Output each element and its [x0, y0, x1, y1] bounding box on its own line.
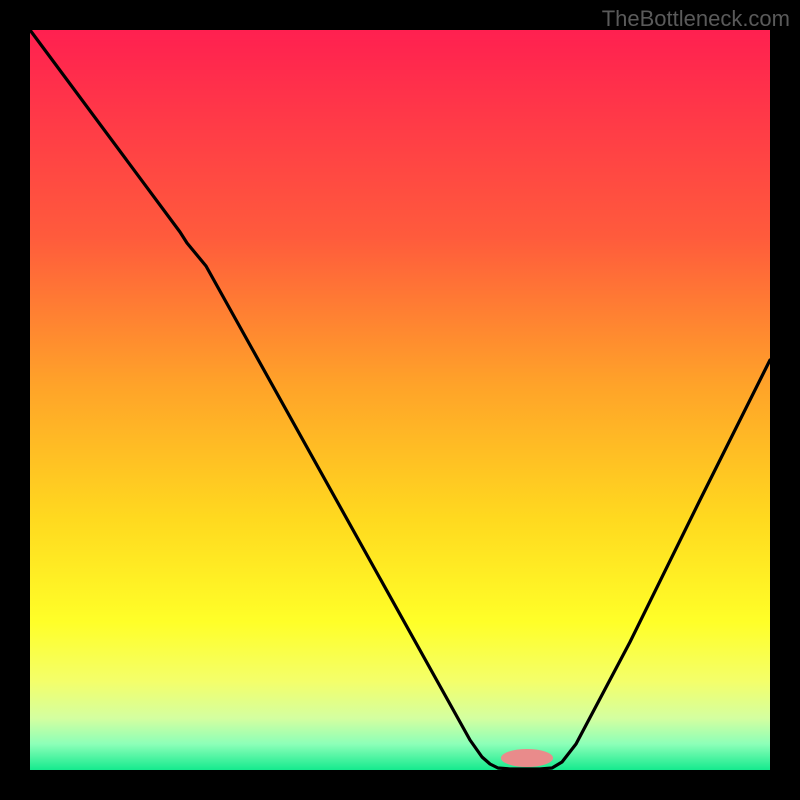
chart-container: TheBottleneck.com — [0, 0, 800, 800]
bottleneck-marker — [501, 749, 553, 767]
bottleneck-curve-chart — [0, 0, 800, 800]
watermark-text: TheBottleneck.com — [602, 6, 790, 32]
plot-area — [30, 30, 770, 770]
